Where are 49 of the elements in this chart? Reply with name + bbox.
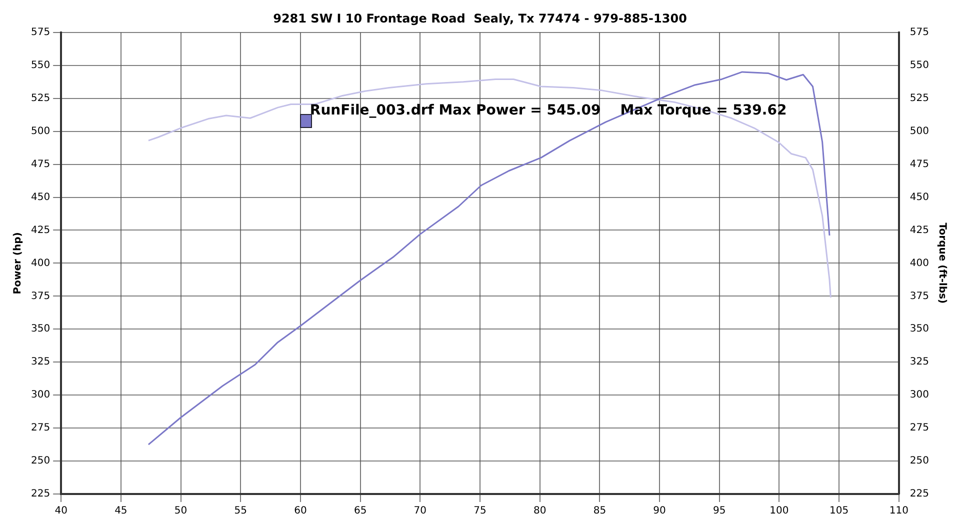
- x-tick-label: 75: [474, 506, 486, 517]
- x-tick-label: 45: [114, 506, 128, 517]
- y2-tick-label: 375: [910, 290, 930, 302]
- y-tick-label: 475: [30, 158, 50, 170]
- x-tick-label: 70: [414, 506, 427, 517]
- y2-tick-label: 425: [910, 224, 930, 236]
- y-tick-label: 300: [30, 390, 50, 401]
- y-tick-label: 325: [30, 356, 50, 368]
- y2-tick-label: 475: [910, 158, 930, 170]
- x-tick-label: 50: [174, 506, 188, 517]
- y2-tick-label: 550: [910, 60, 930, 71]
- x-tick-label: 80: [533, 506, 546, 517]
- y2-tick-label: 500: [910, 126, 930, 137]
- chart-title: 9281 SW I 10 Frontage Road Sealy, Tx 77474 - 979-885-1300: [273, 11, 687, 26]
- y-tick-label: 575: [30, 26, 50, 38]
- x-tick-label: 95: [713, 506, 726, 517]
- y2-tick-label: 250: [910, 456, 930, 467]
- y-tick-label: 225: [30, 488, 50, 500]
- y-tick-label: 550: [30, 60, 50, 71]
- y2-axis-title: Torque (ft-lbs): [936, 222, 948, 304]
- x-tick-label: 85: [593, 506, 606, 517]
- y2-tick-label: 300: [910, 390, 930, 401]
- x-tick-label: 105: [830, 506, 849, 517]
- y-tick-label: 525: [30, 92, 50, 104]
- x-tick-label: 65: [354, 506, 367, 517]
- y2-tick-label: 400: [910, 258, 930, 269]
- y-tick-label: 350: [30, 324, 50, 335]
- y2-tick-label: 325: [910, 356, 930, 368]
- y-tick-label: 425: [30, 224, 50, 236]
- x-tick-label: 60: [294, 506, 307, 517]
- y-tick-label: 500: [30, 126, 50, 137]
- y-tick-label: 450: [30, 192, 50, 203]
- x-tick-label: 55: [234, 506, 247, 517]
- y2-tick-label: 525: [910, 92, 930, 104]
- x-tick-label: 40: [54, 506, 68, 517]
- y2-tick-label: 450: [910, 192, 930, 203]
- y2-tick-label: 275: [910, 422, 930, 434]
- y-axis-title: Power (hp): [12, 232, 24, 294]
- x-tick-label: 110: [889, 506, 908, 517]
- x-tick-label: 100: [770, 506, 789, 517]
- y-tick-label: 250: [30, 456, 50, 467]
- x-tick-label: 90: [653, 506, 666, 517]
- y2-tick-label: 575: [910, 26, 930, 38]
- y2-tick-label: 350: [910, 324, 930, 335]
- y-tick-label: 400: [30, 258, 50, 269]
- y-tick-label: 275: [30, 422, 50, 434]
- y2-tick-label: 225: [910, 488, 930, 500]
- annotation: RunFile_003.drf Max Power = 545.09 Max Torque = 539.62: [310, 102, 787, 119]
- y-tick-label: 375: [30, 290, 50, 302]
